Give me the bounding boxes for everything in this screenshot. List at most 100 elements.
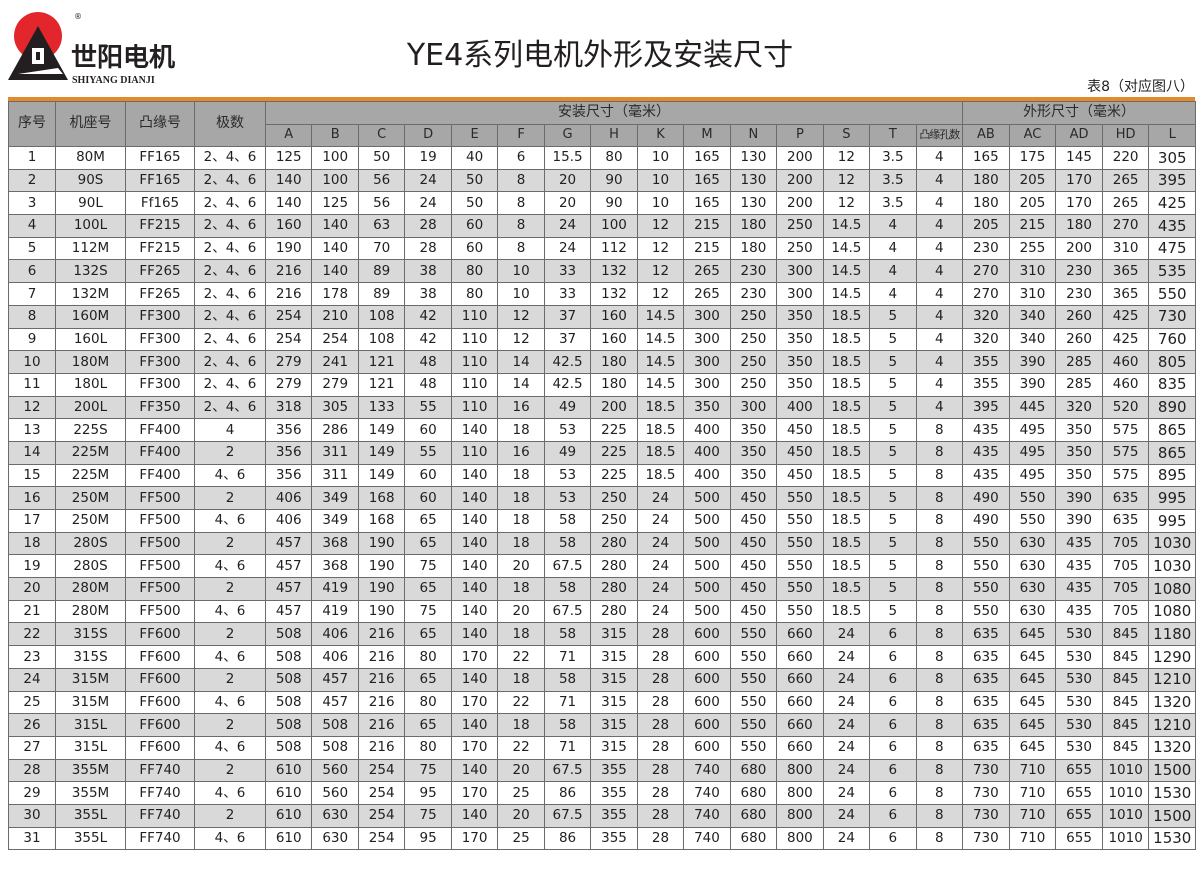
table-cell: 89 (357, 282, 406, 306)
table-cell: 4 (915, 372, 964, 397)
table-cell: 450 (729, 554, 778, 579)
table-cell: 1010 (1101, 826, 1150, 851)
table-cell: FF740 (125, 781, 195, 805)
table-cell: 730 (962, 781, 1010, 805)
logo-text-en: SHIYANG DIANJI (72, 75, 155, 86)
table-row: 8 160M FF300 2、4、6 254 210 108 42 110 12 37 160 14.5… (8, 304, 1197, 329)
table-cell: 18.5 (822, 486, 871, 510)
table-row: 10 180M FF300 2、4、6 279 241 121 48 110 14 42.5 180 1… (8, 350, 1197, 374)
table-cell: 2 (194, 622, 266, 647)
table-cell: 310 (1101, 236, 1150, 261)
table-cell: FF400 (125, 463, 195, 488)
table-cell: 635 (1101, 509, 1150, 533)
table-cell: 71 (543, 735, 592, 760)
table-cell: FF600 (125, 645, 195, 669)
table-cell: 80 (404, 690, 452, 715)
table-cell: 10 (636, 191, 685, 216)
table-cell: 550 (776, 554, 824, 579)
table-cell: 100 (311, 168, 359, 193)
table-cell: 140 (450, 803, 499, 828)
table-cell: 149 (357, 463, 406, 488)
table-cell: 180L (55, 372, 126, 397)
table-cell: 355L (55, 803, 126, 828)
table-cell: 8 (915, 667, 964, 692)
table-cell: 18.5 (822, 554, 871, 579)
table-cell: 24 (543, 236, 592, 261)
table-cell: 216 (357, 667, 406, 692)
table-cell: 18 (497, 463, 545, 488)
table-cell: 75 (404, 599, 452, 624)
table-cell: 660 (776, 645, 824, 669)
table-cell: 8 (915, 577, 964, 601)
table-cell: 355 (962, 350, 1010, 374)
page-title: YE4系列电机外形及安装尺寸 (406, 38, 794, 73)
table-cell: 24 (636, 531, 685, 556)
table-cell: 508 (264, 622, 313, 647)
table-cell: 58 (543, 622, 592, 647)
table-cell: 24 (822, 713, 871, 737)
table-row: 27 315L FF600 4、6 508 508 216 80 170 22 71 315 28 600… (8, 735, 1197, 760)
table-cell: Ff165 (125, 191, 195, 216)
table-cell: 311 (311, 463, 359, 488)
table-cell: 42 (404, 327, 452, 352)
table-cell: 457 (264, 577, 313, 601)
table-cell: 368 (311, 531, 359, 556)
company-logo: ® 世阳电机 SHIYANG DIANJI (8, 8, 178, 86)
table-cell: 30 (8, 803, 56, 828)
table-cell: 845 (1101, 667, 1150, 692)
table-cell: 630 (1008, 577, 1057, 601)
table-cell: 190 (264, 236, 313, 261)
table-cell: 18 (8, 531, 56, 556)
table-cell: 220 (1101, 146, 1150, 170)
table-cell: 60 (450, 236, 499, 261)
table-cell: 18 (497, 622, 545, 647)
table-cell: 2 (194, 758, 266, 783)
table-cell: 635 (962, 735, 1010, 760)
table-cell: 300 (776, 282, 824, 306)
table-cell: 4 (915, 146, 964, 170)
table-cell: 12 (636, 259, 685, 284)
table-cell: 70 (357, 236, 406, 261)
table-cell: 4、6 (194, 554, 266, 579)
table-cell: 2 (194, 803, 266, 828)
table-cell: 400 (683, 418, 731, 442)
table-cell: FF215 (125, 214, 195, 238)
table-cell: 450 (776, 463, 824, 488)
table-cell: 28 (404, 236, 452, 261)
table-cell: 5 (869, 599, 917, 624)
table-cell: 270 (962, 282, 1010, 306)
table-cell: 20 (497, 803, 545, 828)
table-cell: 845 (1101, 713, 1150, 737)
table-cell: 48 (404, 372, 452, 397)
table-cell: 168 (357, 509, 406, 533)
table-cell: 280 (590, 577, 638, 601)
table-cell: 600 (683, 645, 731, 669)
table-cell: 895 (1148, 463, 1197, 488)
table-cell: 2 (194, 713, 266, 737)
table-cell: 250 (776, 214, 824, 238)
table-cell: FF165 (125, 146, 195, 170)
table-cell: 14.5 (636, 304, 685, 329)
table-cell: 730 (962, 758, 1010, 783)
table-row: 18 280S FF500 2 457 368 190 65 140 18 58 280 24 500 45… (8, 531, 1197, 556)
table-cell: 575 (1101, 418, 1150, 442)
table-cell: 705 (1101, 577, 1150, 601)
table-cell: 67.5 (543, 803, 592, 828)
table-cell: 254 (357, 826, 406, 851)
table-cell: 355L (55, 826, 126, 851)
table-cell: 1290 (1148, 645, 1197, 669)
table-cell: 2、4、6 (194, 191, 266, 216)
table-cell: 457 (311, 690, 359, 715)
table-cell: 75 (404, 554, 452, 579)
table-cell: 250M (55, 486, 126, 510)
table-row: 15 225M FF400 4、6 356 311 149 60 140 18 53 225 18.5 4… (8, 463, 1197, 488)
table-cell: 457 (311, 667, 359, 692)
table-cell: 18.5 (636, 463, 685, 488)
table-cell: 24 (543, 214, 592, 238)
table-cell: 200 (776, 146, 824, 170)
table-cell: 50 (450, 168, 499, 193)
table-cell: 8 (915, 531, 964, 556)
table-cell: 1030 (1148, 531, 1197, 556)
table-cell: 300 (683, 350, 731, 374)
table-cell: 8 (915, 418, 964, 442)
